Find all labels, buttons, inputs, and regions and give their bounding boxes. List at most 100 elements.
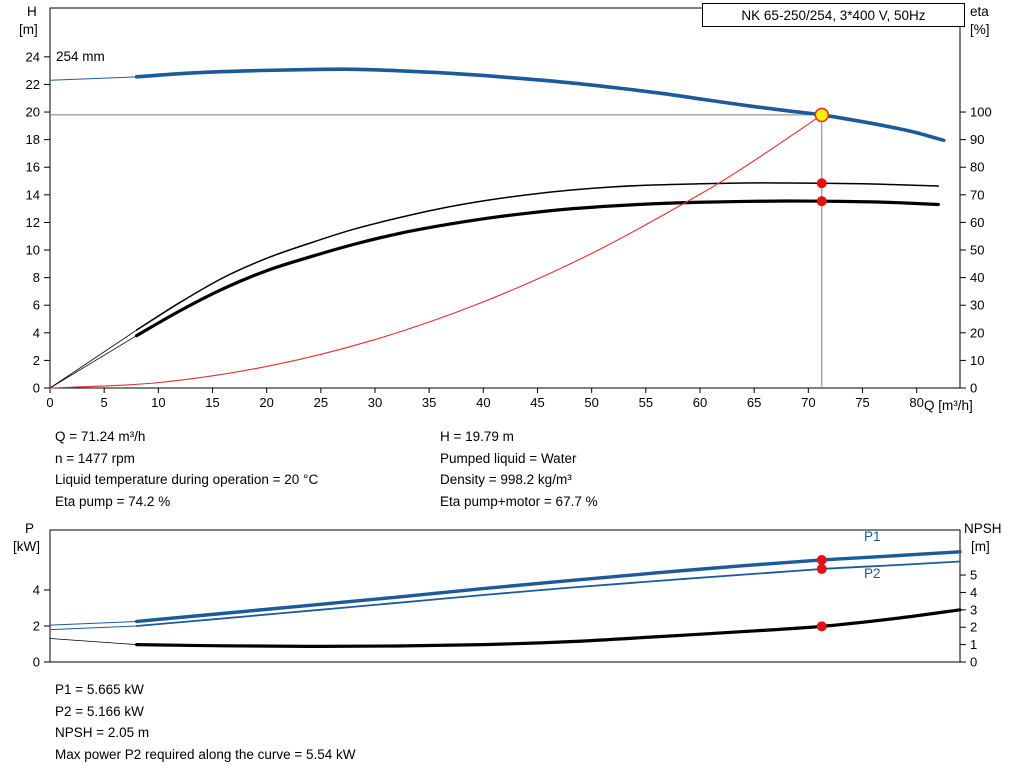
density-value: Density = 998.2 kg/m³ bbox=[440, 472, 572, 487]
h-axis-unit: [m] bbox=[19, 22, 38, 37]
tick-label: 20 bbox=[259, 395, 273, 410]
tick-label: 45 bbox=[530, 395, 544, 410]
system-curve bbox=[49, 114, 823, 389]
plot-frame bbox=[49, 529, 961, 663]
tick-label: 0 bbox=[46, 395, 53, 410]
liquid-temp-value: Liquid temperature during operation = 20… bbox=[55, 472, 319, 487]
tick-label: 20 bbox=[26, 105, 40, 120]
tick-label: 30 bbox=[970, 298, 984, 313]
tick-label: 18 bbox=[26, 132, 40, 147]
tick-label: 10 bbox=[151, 395, 165, 410]
tick-label: 60 bbox=[693, 395, 707, 410]
tick-label: 24 bbox=[26, 49, 40, 64]
tick-label: 80 bbox=[909, 395, 923, 410]
tick-label: 6 bbox=[33, 298, 40, 313]
p1-curve bbox=[134, 550, 962, 624]
head-value: H = 19.79 m bbox=[440, 429, 514, 444]
p1-curve-label: P1 bbox=[864, 529, 881, 544]
chart-title-box: NK 65-250/254, 3*400 V, 50Hz bbox=[702, 3, 965, 27]
eta-pump-value: Eta pump = 74.2 % bbox=[55, 493, 171, 509]
tick-label: 100 bbox=[970, 105, 992, 120]
tick-label: 40 bbox=[970, 270, 984, 285]
tick-label: 60 bbox=[970, 215, 984, 230]
tick-label: 4 bbox=[33, 325, 40, 340]
q-axis-title: Q [m³/h] bbox=[924, 398, 973, 413]
tick-label: 50 bbox=[970, 243, 984, 258]
npsh-curve bbox=[135, 608, 962, 648]
tick-label: 22 bbox=[26, 77, 40, 92]
tick-label: 20 bbox=[970, 325, 984, 340]
plot-frame bbox=[49, 7, 961, 389]
tick-label: 25 bbox=[314, 395, 328, 410]
p1-point bbox=[816, 554, 827, 565]
speed-value: n = 1477 rpm bbox=[55, 450, 135, 466]
p2-point bbox=[816, 563, 827, 574]
tick-label: 40 bbox=[476, 395, 490, 410]
p2-curve bbox=[135, 560, 961, 627]
tick-label: 10 bbox=[26, 243, 40, 258]
tick-label: 4 bbox=[33, 582, 40, 597]
tick-label: 0 bbox=[970, 381, 977, 396]
tick-label: 65 bbox=[747, 395, 761, 410]
tick-label: 0 bbox=[970, 655, 977, 670]
eta-total-value: Eta pump+motor = 67.7 % bbox=[440, 493, 598, 509]
tick-label: 5 bbox=[970, 568, 977, 583]
power-npsh-chart: 0 2 4 0 1 2 3 4 5 bbox=[33, 529, 977, 670]
npsh-leader bbox=[49, 638, 138, 646]
tick-label: 5 bbox=[101, 395, 108, 410]
p1-value: P1 = 5.665 kW bbox=[55, 682, 144, 697]
operating-data-left-column: Q = 71.24 m³/h n = 1477 rpm Liquid tempe… bbox=[55, 426, 318, 512]
operating-data-right-column: H = 19.79 m Pumped liquid = Water Densit… bbox=[440, 426, 598, 512]
tick-label: 4 bbox=[970, 585, 977, 600]
eta-axis-title: eta bbox=[970, 4, 989, 19]
max-power-value: Max power P2 required along the curve = … bbox=[55, 746, 356, 762]
power-data-block: P1 = 5.665 kW P2 = 5.166 kW NPSH = 2.05 … bbox=[55, 679, 356, 765]
tick-label: 30 bbox=[368, 395, 382, 410]
tick-label: 35 bbox=[422, 395, 436, 410]
tick-label: 2 bbox=[33, 618, 40, 633]
tick-label: 70 bbox=[801, 395, 815, 410]
h-axis-title: H bbox=[27, 4, 37, 19]
tick-label: 0 bbox=[33, 381, 40, 396]
tick-label: 12 bbox=[26, 215, 40, 230]
eta-pump-motor-point bbox=[816, 196, 827, 207]
tick-label: 0 bbox=[33, 655, 40, 670]
p2-curve-label: P2 bbox=[864, 566, 881, 581]
npsh-axis-unit: [m] bbox=[971, 539, 990, 554]
tick-label: 1 bbox=[970, 637, 977, 652]
tick-label: 75 bbox=[855, 395, 869, 410]
tick-label: 80 bbox=[970, 160, 984, 175]
tick-label: 3 bbox=[970, 602, 977, 617]
impeller-size-label: 254 mm bbox=[56, 49, 105, 64]
npsh-value: NPSH = 2.05 m bbox=[55, 725, 150, 740]
p1-leader bbox=[49, 620, 138, 626]
npsh-point bbox=[816, 621, 827, 632]
p2-value: P2 = 5.166 kW bbox=[55, 703, 144, 719]
pumped-liquid-value: Pumped liquid = Water bbox=[440, 450, 577, 466]
head-leader bbox=[49, 76, 138, 81]
eta-pump-leader bbox=[49, 329, 138, 389]
tick-label: 8 bbox=[33, 270, 40, 285]
tick-label: 2 bbox=[970, 620, 977, 635]
tick-label: 16 bbox=[26, 160, 40, 175]
hq-eta-chart: 0246810121416182022240102030405060708090… bbox=[26, 7, 992, 410]
tick-label: 55 bbox=[639, 395, 653, 410]
eta-axis-unit: [%] bbox=[970, 22, 990, 37]
tick-label: 90 bbox=[970, 132, 984, 147]
head-curve-254mm bbox=[134, 67, 946, 143]
p-axis-title: P bbox=[25, 521, 35, 536]
tick-label: 70 bbox=[970, 187, 984, 202]
duty-point bbox=[814, 107, 830, 123]
tick-label: 15 bbox=[205, 395, 219, 410]
tick-label: 10 bbox=[970, 353, 984, 368]
pump-model-label: NK 65-250/254, 3*400 V, 50Hz bbox=[741, 7, 926, 23]
tick-label: 14 bbox=[26, 187, 40, 202]
eta-pump-curve bbox=[135, 182, 940, 331]
tick-label: 2 bbox=[33, 353, 40, 368]
tick-label: 50 bbox=[584, 395, 598, 410]
p2-leader bbox=[49, 625, 138, 631]
eta-pump-point bbox=[816, 178, 827, 189]
flow-value: Q = 71.24 m³/h bbox=[55, 429, 146, 444]
eta-pump-motor-leader bbox=[49, 335, 138, 389]
